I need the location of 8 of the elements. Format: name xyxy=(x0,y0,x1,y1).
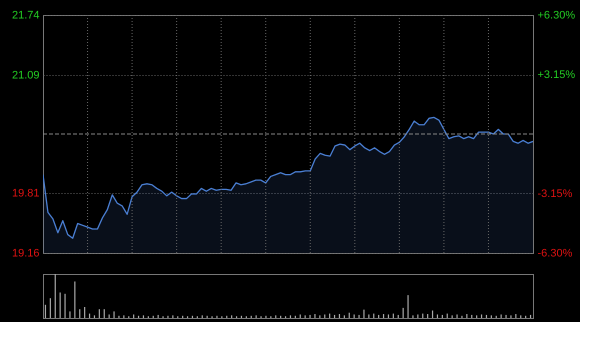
y-tick-label: 21.74 xyxy=(12,10,40,22)
y-tick-label: 19.81 xyxy=(12,188,40,200)
y2-tick-label: +3.15% xyxy=(538,69,576,81)
y2-tick-label: -3.15% xyxy=(538,188,573,200)
y-tick-label: 19.16 xyxy=(12,248,40,260)
y-tick-label: 21.09 xyxy=(12,69,40,82)
y2-tick-label: +6.30% xyxy=(538,10,576,22)
y2-tick-label: -6.30% xyxy=(538,248,573,260)
